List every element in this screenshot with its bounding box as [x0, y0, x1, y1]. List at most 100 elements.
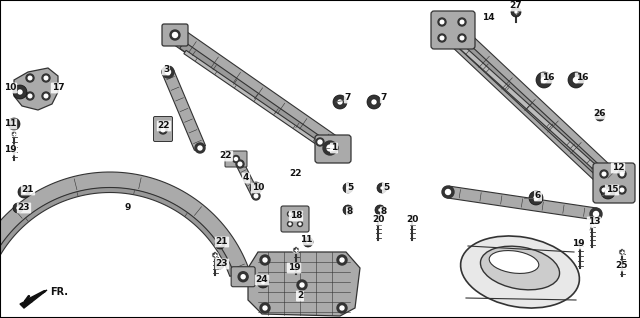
Circle shape: [605, 189, 611, 195]
Circle shape: [289, 223, 291, 225]
Circle shape: [215, 239, 225, 249]
Polygon shape: [440, 20, 620, 190]
Circle shape: [12, 121, 17, 127]
Circle shape: [323, 141, 337, 155]
Circle shape: [44, 76, 48, 80]
Polygon shape: [0, 172, 253, 286]
Circle shape: [593, 211, 598, 217]
Polygon shape: [449, 31, 609, 182]
Text: 11: 11: [4, 120, 16, 128]
Circle shape: [328, 143, 338, 153]
Text: 23: 23: [18, 204, 30, 212]
Circle shape: [533, 195, 539, 201]
Circle shape: [26, 74, 34, 82]
Circle shape: [287, 222, 292, 226]
Circle shape: [327, 145, 333, 151]
Text: 20: 20: [406, 216, 418, 225]
Polygon shape: [175, 31, 343, 156]
Circle shape: [536, 72, 552, 88]
Circle shape: [42, 74, 50, 82]
Polygon shape: [248, 252, 360, 316]
Circle shape: [254, 194, 258, 198]
Circle shape: [238, 272, 248, 282]
Circle shape: [195, 143, 205, 153]
Ellipse shape: [489, 251, 539, 273]
Text: 12: 12: [612, 163, 624, 172]
Text: 5: 5: [347, 183, 353, 192]
Text: 3: 3: [163, 66, 169, 74]
Text: 21: 21: [216, 238, 228, 246]
Polygon shape: [14, 68, 58, 110]
Text: 22: 22: [220, 151, 232, 161]
FancyBboxPatch shape: [315, 135, 351, 163]
Text: 9: 9: [125, 204, 131, 212]
Circle shape: [297, 280, 307, 290]
FancyBboxPatch shape: [320, 137, 346, 159]
Circle shape: [375, 205, 385, 215]
Text: 22: 22: [290, 169, 302, 178]
Polygon shape: [619, 248, 625, 255]
Circle shape: [573, 77, 579, 84]
Text: 16: 16: [576, 73, 588, 82]
Text: 14: 14: [482, 13, 494, 23]
Polygon shape: [589, 222, 595, 228]
Text: 18: 18: [290, 211, 302, 220]
Text: 7: 7: [345, 93, 351, 102]
Text: 19: 19: [4, 146, 16, 155]
Circle shape: [620, 188, 624, 192]
Circle shape: [13, 203, 23, 213]
Text: 7: 7: [381, 93, 387, 102]
FancyBboxPatch shape: [162, 24, 188, 46]
Circle shape: [170, 30, 180, 40]
Circle shape: [236, 160, 244, 168]
Circle shape: [161, 128, 165, 132]
Text: 27: 27: [509, 2, 522, 10]
FancyBboxPatch shape: [281, 206, 309, 232]
Circle shape: [299, 223, 301, 225]
Circle shape: [620, 172, 624, 176]
Text: 5: 5: [383, 183, 389, 192]
Circle shape: [529, 191, 543, 205]
Circle shape: [22, 190, 26, 195]
FancyBboxPatch shape: [593, 163, 635, 203]
Text: 10: 10: [4, 84, 16, 93]
Circle shape: [159, 126, 167, 134]
Circle shape: [42, 92, 50, 100]
Circle shape: [316, 138, 324, 146]
Circle shape: [303, 237, 313, 247]
Circle shape: [232, 156, 239, 162]
Circle shape: [377, 183, 387, 193]
Circle shape: [300, 283, 304, 287]
Circle shape: [595, 111, 605, 121]
Circle shape: [13, 85, 27, 99]
Text: 11: 11: [300, 236, 312, 245]
Circle shape: [289, 213, 291, 215]
Circle shape: [8, 118, 20, 130]
Polygon shape: [184, 50, 326, 150]
Text: 16: 16: [541, 73, 554, 82]
Ellipse shape: [461, 236, 579, 308]
Circle shape: [600, 170, 608, 178]
Text: 24: 24: [256, 275, 268, 285]
Circle shape: [460, 36, 464, 40]
Circle shape: [18, 186, 30, 198]
Circle shape: [337, 303, 347, 313]
Text: 4: 4: [243, 174, 249, 183]
Polygon shape: [15, 204, 22, 212]
Circle shape: [257, 276, 269, 288]
Circle shape: [337, 99, 343, 105]
Text: 10: 10: [252, 183, 264, 192]
Text: 15: 15: [605, 185, 618, 195]
Circle shape: [438, 18, 446, 26]
FancyBboxPatch shape: [154, 116, 173, 142]
FancyBboxPatch shape: [431, 11, 475, 49]
Circle shape: [343, 183, 353, 193]
Circle shape: [380, 186, 384, 190]
Circle shape: [330, 146, 335, 150]
Polygon shape: [259, 277, 268, 287]
Text: 19: 19: [572, 239, 584, 248]
Circle shape: [602, 172, 606, 176]
Circle shape: [26, 92, 34, 100]
Circle shape: [367, 95, 381, 109]
Circle shape: [234, 157, 237, 161]
